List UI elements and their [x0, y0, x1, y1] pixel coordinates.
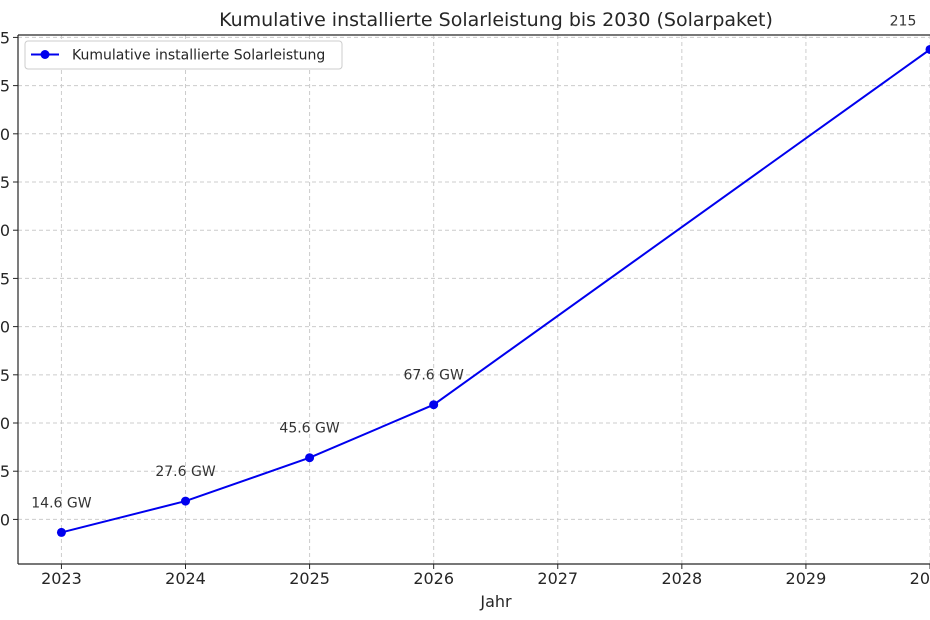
- legend: Kumulative installierte Solarleistung: [24, 40, 343, 70]
- data-point: [56, 527, 66, 537]
- y-tick-label: 0: [0, 318, 10, 337]
- x-tick-label: 2025: [289, 569, 330, 588]
- legend-box: [24, 40, 343, 70]
- y-tick-label: 5: [0, 366, 10, 385]
- legend-marker: [40, 50, 50, 59]
- y-tick-label: 0: [0, 510, 10, 529]
- data-label: 45.6 GW: [279, 421, 339, 437]
- y-tick-label: 5: [0, 269, 10, 288]
- data-point: [429, 400, 439, 410]
- x-tick-label: 2023: [41, 569, 82, 588]
- y-tick-label: 0: [0, 125, 10, 144]
- y-tick-label: 5: [0, 77, 10, 96]
- data-point: [925, 44, 930, 54]
- data-label: 14.6 GW: [31, 495, 91, 511]
- series-layer: [56, 44, 930, 537]
- series-line: [61, 48, 930, 534]
- data-label: 215: [890, 13, 917, 29]
- x-tick-label: 2024: [165, 569, 206, 588]
- y-tick-label: 5: [0, 462, 10, 481]
- x-tick-label: 2026: [413, 569, 454, 588]
- x-tick-label: 2027: [537, 569, 578, 588]
- x-axis-label: Jahr: [479, 592, 512, 611]
- data-label: 27.6 GW: [155, 464, 215, 480]
- data-labels: 14.6 GW 27.6 GW 45.6 GW 67.6 GW 215: [31, 13, 916, 511]
- x-tick-label: 2030: [910, 569, 930, 588]
- y-tick-label: 0: [0, 414, 10, 433]
- y-tick-label: 5: [0, 28, 10, 47]
- data-label: 67.6 GW: [404, 368, 464, 384]
- chart-title: Kumulative installierte Solarleistung bi…: [219, 9, 773, 31]
- y-tick-label: 5: [0, 173, 10, 192]
- data-point: [181, 496, 191, 506]
- axes: 0 5 0 5 0 5 0 5 0 5 5 2023 2024 2025 2026 2027 2028 2029 2…: [0, 28, 930, 588]
- x-tick-label: 2028: [661, 569, 702, 588]
- grid-layer: [18, 35, 930, 564]
- data-point: [305, 453, 315, 463]
- y-tick-label: 0: [0, 221, 10, 240]
- legend-entry: Kumulative installierte Solarleistung: [72, 48, 325, 64]
- x-tick-label: 2029: [786, 569, 827, 588]
